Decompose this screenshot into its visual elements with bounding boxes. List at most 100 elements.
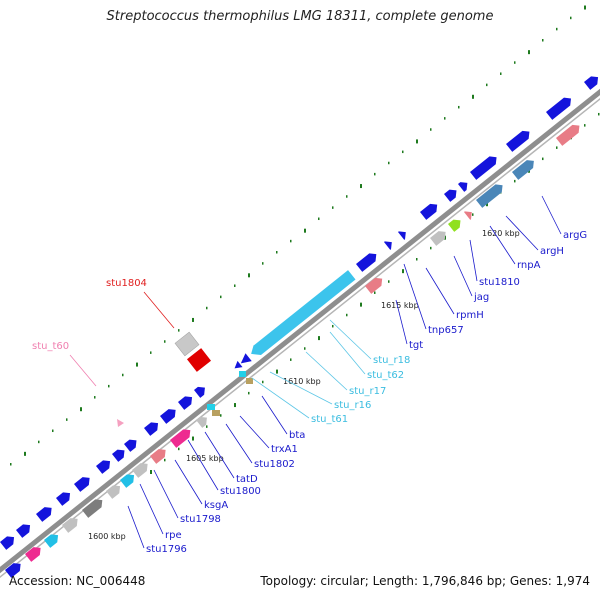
gene-box-small[interactable] (212, 410, 220, 416)
gene-box-red[interactable] (186, 348, 212, 372)
gene-label[interactable]: tnp657 (428, 325, 464, 336)
gene-arrow[interactable] (584, 73, 600, 90)
gc-dot (416, 139, 418, 144)
gene-label[interactable]: stu1804 (106, 278, 147, 289)
gene-label[interactable]: stu1798 (180, 514, 221, 525)
gene-box-gray[interactable] (174, 331, 200, 357)
gene-arrow[interactable] (44, 531, 61, 548)
gene-arrow[interactable] (56, 489, 73, 506)
gene-arrow[interactable] (556, 122, 583, 146)
gene-track[interactable] (0, 73, 600, 578)
gc-dot (528, 50, 530, 55)
gene-arrow[interactable] (458, 179, 470, 192)
gene-arrow[interactable] (430, 228, 449, 246)
gc-dot (276, 369, 278, 374)
gene-label[interactable]: bta (289, 430, 305, 441)
gene-label[interactable]: ksgA (204, 500, 228, 511)
label-connector (153, 469, 179, 519)
label-connector (143, 291, 175, 329)
gene-arrow[interactable] (384, 238, 395, 250)
gene-label[interactable]: stu_t61 (311, 414, 348, 425)
gene-label[interactable]: stu_t62 (367, 370, 404, 381)
gene-arrow[interactable] (112, 447, 128, 462)
gene-arrow[interactable] (16, 521, 33, 538)
gc-dot (514, 61, 516, 64)
gene-box-small[interactable] (207, 404, 215, 410)
gc-dot (556, 146, 558, 149)
gene-label[interactable]: tatD (236, 474, 258, 485)
gene-arrow[interactable] (444, 187, 460, 202)
gene-arrow[interactable] (356, 250, 379, 272)
gene-arrow[interactable] (506, 128, 533, 152)
gc-dot (570, 16, 572, 20)
gc-dot (220, 414, 222, 417)
gene-arrow[interactable] (106, 482, 123, 499)
gene-arrow[interactable] (464, 208, 475, 220)
gene-labels[interactable]: argG argH rnpA stu1810 jag rpmH tnp657 tgt stu_r… (32, 230, 587, 555)
gene-label[interactable]: argG (563, 230, 587, 241)
gene-label[interactable]: stu_r18 (373, 355, 410, 366)
gene-arrow[interactable] (150, 446, 169, 464)
gene-arrow[interactable] (62, 515, 81, 533)
gc-dot (164, 340, 166, 343)
gene-arrow[interactable] (132, 460, 151, 478)
gc-dot (472, 94, 474, 99)
tick-1615: 1615 kbp (381, 301, 419, 310)
gene-arrow[interactable] (178, 393, 195, 410)
gene-label[interactable]: stu1810 (479, 277, 520, 288)
gene-label[interactable]: rnpA (517, 260, 541, 271)
gene-arrow[interactable] (420, 201, 440, 220)
gene-arrow[interactable] (470, 153, 500, 180)
gene-arrow[interactable] (120, 471, 137, 488)
gene-arrow[interactable] (512, 157, 537, 180)
gene-arrow[interactable] (196, 414, 210, 428)
gc-dot (318, 217, 320, 221)
gene-label[interactable]: jag (473, 292, 489, 303)
gc-dot (542, 157, 544, 161)
gene-arrow[interactable] (448, 217, 464, 232)
gene-box-small[interactable] (246, 378, 253, 384)
gene-arrow[interactable] (36, 504, 55, 522)
gc-dot (402, 269, 404, 274)
gc-dot (374, 172, 376, 176)
gene-arrow[interactable] (25, 544, 44, 562)
gene-label[interactable]: stu_r17 (349, 386, 386, 397)
gene-label[interactable]: argH (540, 246, 564, 257)
gc-dot (388, 161, 390, 165)
gene-label[interactable]: rpe (165, 530, 182, 541)
gc-dot (304, 228, 306, 233)
gene-arrow-long[interactable] (231, 270, 356, 373)
gc-dot (346, 313, 348, 317)
gene-label[interactable]: stu1800 (220, 486, 261, 497)
gene-arrow[interactable] (170, 426, 193, 448)
gc-dot (150, 351, 152, 354)
label-connector (329, 319, 372, 360)
gene-arrow[interactable] (82, 496, 105, 518)
gene-arrow[interactable] (124, 437, 140, 452)
gene-label[interactable]: stu_r16 (334, 400, 371, 411)
gene-label[interactable]: rpmH (456, 310, 484, 321)
gc-dot (122, 373, 124, 377)
gene-arrow[interactable] (546, 95, 574, 120)
gene-box-small[interactable] (239, 371, 246, 377)
label-connector (269, 371, 333, 405)
gene-arrow[interactable] (96, 457, 113, 474)
gene-label[interactable]: stu_t60 (32, 341, 69, 352)
gene-label[interactable]: stu1802 (254, 459, 295, 470)
gene-arrow[interactable] (398, 228, 409, 240)
gene-arrow[interactable] (194, 384, 208, 398)
gene-arrow[interactable] (476, 181, 506, 208)
gc-dot (486, 202, 488, 207)
gene-label[interactable]: stu1796 (146, 544, 187, 555)
gene-arrow[interactable] (144, 419, 161, 436)
gene-arrow[interactable] (365, 275, 385, 294)
gene-arrow[interactable] (74, 474, 93, 492)
gc-dot (136, 362, 138, 367)
gene-arrow[interactable] (0, 533, 17, 550)
label-connector (505, 215, 539, 251)
gene-arrow[interactable] (160, 406, 179, 424)
gene-label[interactable]: trxA1 (271, 444, 298, 455)
gene-label[interactable]: tgt (409, 340, 423, 351)
gene-arrow[interactable] (5, 560, 24, 578)
